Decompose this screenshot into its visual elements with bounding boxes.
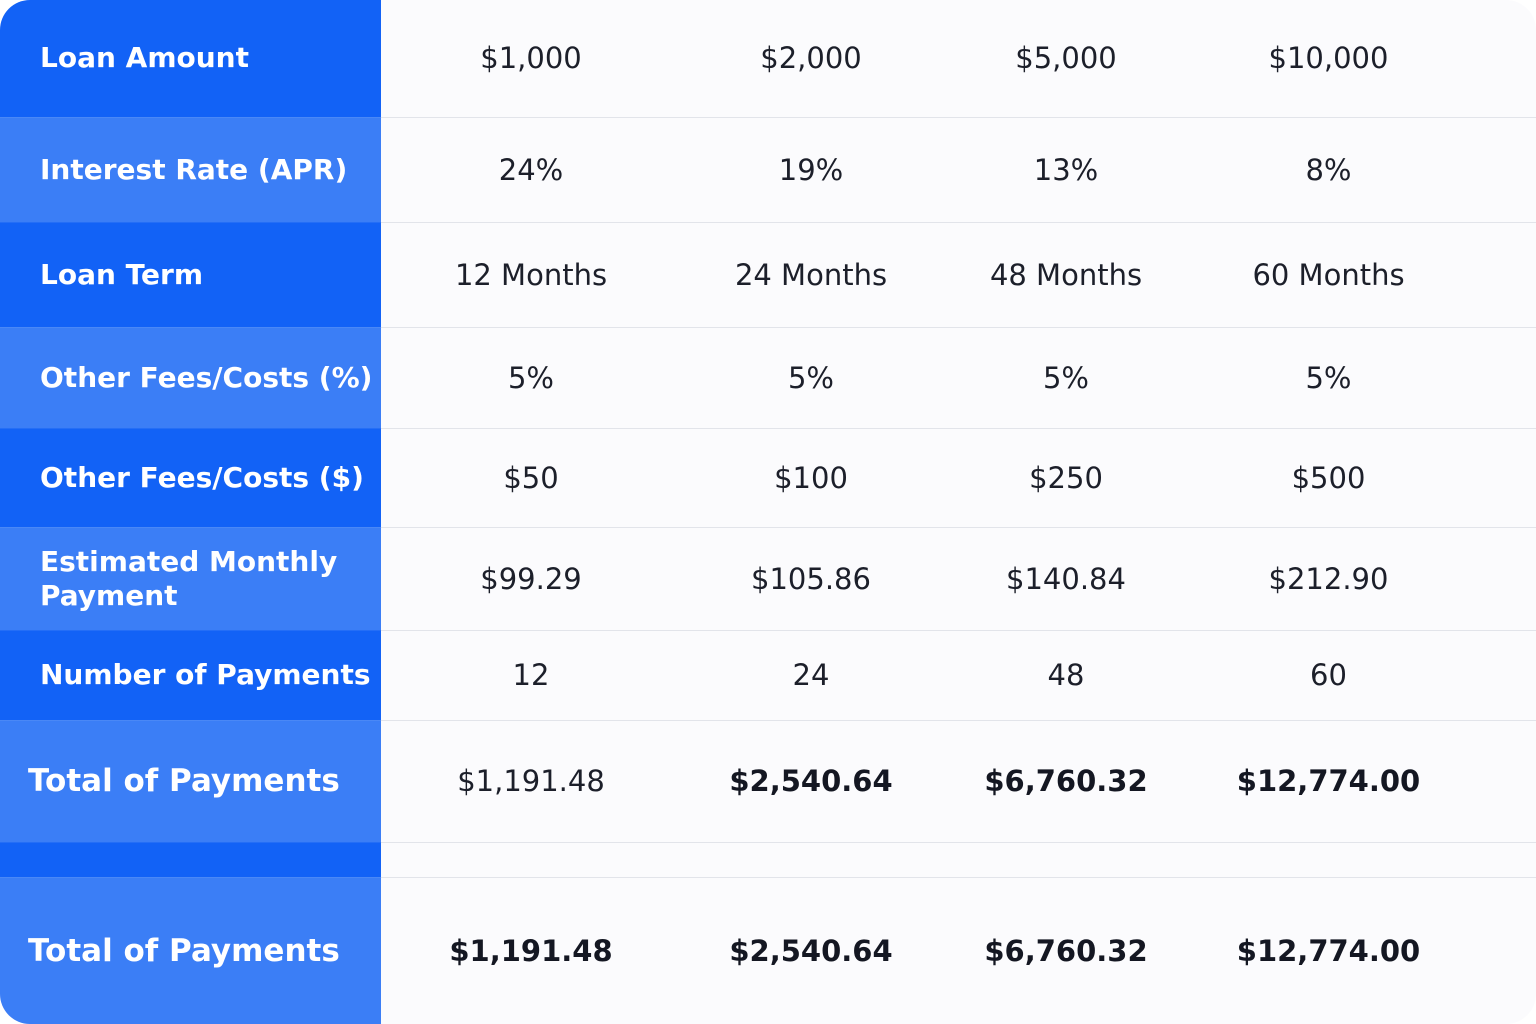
row-cell: $250 [941,428,1191,528]
row-cell: 48 [941,630,1191,721]
row-cell: $12,774.00 [1191,720,1536,843]
row-cell: 24% [381,117,681,223]
table-row: Loan Term 12 Months 24 Months 48 Months 60 M… [0,222,1536,328]
row-cell: $100 [681,428,941,528]
row-cell: $140.84 [941,527,1191,631]
row-cell: $1,191.48 [381,720,681,843]
row-label: Loan Term [0,222,381,328]
row-cell: 5% [1191,327,1536,429]
spacer-row [0,842,1536,878]
row-cell: 12 Months [381,222,681,328]
row-label: Other Fees/Costs ($) [0,428,381,528]
row-cell: 5% [381,327,681,429]
table-row: Total of Payments $1,191.48 $2,540.64 $6,76… [0,720,1536,843]
row-cell: $10,000 [1191,0,1536,118]
row-cell: $50 [381,428,681,528]
row-cell: $12,774.00 [1191,877,1536,1024]
table-row: Estimated Monthly Payment $99.29 $105.86 $1… [0,527,1536,631]
row-label: Total of Payments [0,877,381,1024]
row-cell: 48 Months [941,222,1191,328]
row-cell: 24 Months [681,222,941,328]
row-label: Other Fees/Costs (%) [0,327,381,429]
row-cell: 12 [381,630,681,721]
row-cell: 5% [681,327,941,429]
row-cell: $6,760.32 [941,720,1191,843]
row-cell: $105.86 [681,527,941,631]
row-cell: 19% [681,117,941,223]
row-cell: $6,760.32 [941,877,1191,1024]
row-cell: $2,540.64 [681,877,941,1024]
table-row: Total of Payments $1,191.48 $2,540.64 $6,76… [0,877,1536,1024]
table-row: Interest Rate (APR) 24% 19% 13% 8% [0,117,1536,223]
spacer-head [0,842,381,878]
row-cell: 13% [941,117,1191,223]
row-label: Loan Amount [0,0,381,118]
table-row: Other Fees/Costs ($) $50 $100 $250 $500 [0,428,1536,528]
table-row: Loan Amount $1,000 $2,000 $5,000 $10,000 [0,0,1536,118]
row-label: Number of Payments [0,630,381,721]
row-cell: 60 [1191,630,1536,721]
row-cell: $99.29 [381,527,681,631]
row-cell: 24 [681,630,941,721]
row-label: Interest Rate (APR) [0,117,381,223]
row-cell: $5,000 [941,0,1191,118]
row-cell: 8% [1191,117,1536,223]
row-cell: 5% [941,327,1191,429]
row-cell: $500 [1191,428,1536,528]
row-cell: $1,000 [381,0,681,118]
row-cell: $2,000 [681,0,941,118]
row-cell: $212.90 [1191,527,1536,631]
spacer-cell [381,842,1536,878]
row-label: Total of Payments [0,720,381,843]
table-row: Other Fees/Costs (%) 5% 5% 5% 5% [0,327,1536,429]
row-cell: $2,540.64 [681,720,941,843]
row-label: Estimated Monthly Payment [0,527,381,631]
row-cell: 60 Months [1191,222,1536,328]
row-cell: $1,191.48 [381,877,681,1024]
table-row: Number of Payments 12 24 48 60 [0,630,1536,721]
